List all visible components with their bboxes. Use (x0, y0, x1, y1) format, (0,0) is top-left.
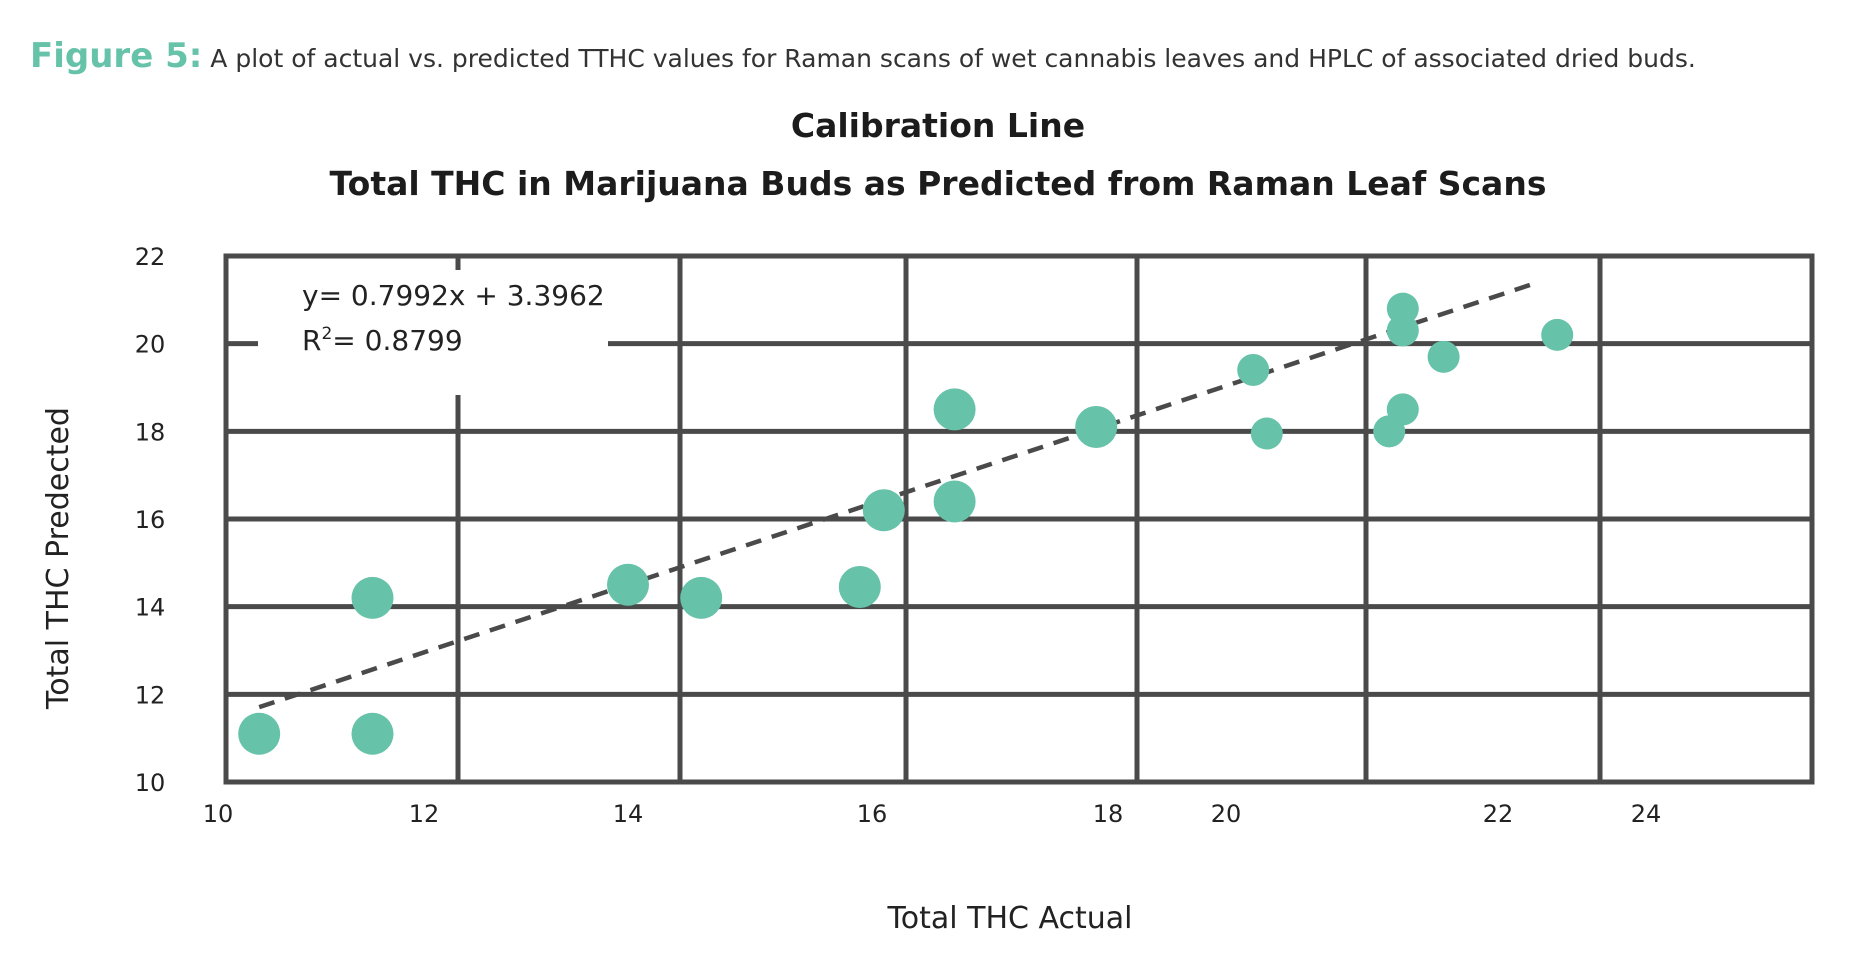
trendline-layer (258, 281, 1536, 710)
data-point (1250, 417, 1283, 450)
x-tick-label: 14 (613, 800, 644, 828)
r-squared-symbol: R (302, 324, 321, 357)
x-axis-label: Total THC Actual (887, 901, 1133, 936)
chart-subtitle: Total THC in Marijuana Buds as Predicted… (329, 164, 1547, 203)
equation-box-background (258, 270, 608, 395)
y-tick-label: 22 (135, 243, 166, 271)
x-tick-label: 12 (409, 800, 440, 828)
y-tick-label: 16 (135, 506, 166, 534)
data-point (607, 563, 649, 606)
figure-label: Figure 5: (30, 36, 203, 76)
x-tick-label: 18 (1093, 800, 1124, 828)
chart-title: Calibration Line (790, 106, 1086, 145)
data-point (680, 576, 723, 619)
data-point (1427, 340, 1460, 373)
data-point (1386, 292, 1419, 325)
y-tick-label: 18 (135, 418, 166, 446)
data-point (933, 388, 976, 431)
y-axis-ticks: 10 12 14 16 18 20 22 (135, 243, 166, 797)
data-point (838, 565, 881, 608)
data-point (1386, 393, 1419, 426)
x-tick-label: 10 (203, 800, 234, 828)
y-tick-label: 14 (135, 594, 166, 622)
data-point (351, 576, 394, 619)
x-tick-label: 22 (1483, 800, 1514, 828)
data-point (1237, 353, 1270, 386)
x-tick-label: 20 (1211, 800, 1242, 828)
equation-box: y= 0.7992x + 3.3962 R2= 0.8799 (258, 270, 608, 395)
trendline-equation: y= 0.7992x + 3.3962 (302, 279, 605, 312)
data-points (238, 292, 1574, 755)
y-axis-label: Total THC Predected (41, 407, 76, 710)
y-tick-label: 10 (135, 769, 166, 797)
x-axis-ticks: 10 12 14 16 18 20 22 24 (203, 800, 1662, 828)
data-point (238, 712, 281, 755)
trendline (258, 281, 1536, 710)
r-squared-label: R2= 0.8799 (302, 324, 463, 357)
figure-caption-text: A plot of actual vs. predicted TTHC valu… (210, 44, 1696, 73)
y-tick-label: 20 (135, 331, 166, 359)
data-point (933, 480, 976, 523)
r-squared-value: = 0.8799 (332, 324, 462, 357)
data-point (1386, 314, 1419, 347)
data-point (351, 712, 394, 755)
data-point (862, 489, 905, 532)
data-point (1541, 318, 1574, 351)
y-tick-label: 12 (135, 681, 166, 709)
figure-caption: Figure 5: A plot of actual vs. predicted… (30, 36, 1696, 76)
data-point (1075, 405, 1118, 448)
r-squared-superscript: 2 (321, 324, 332, 344)
x-tick-label: 16 (857, 800, 888, 828)
x-tick-label: 24 (1631, 800, 1662, 828)
